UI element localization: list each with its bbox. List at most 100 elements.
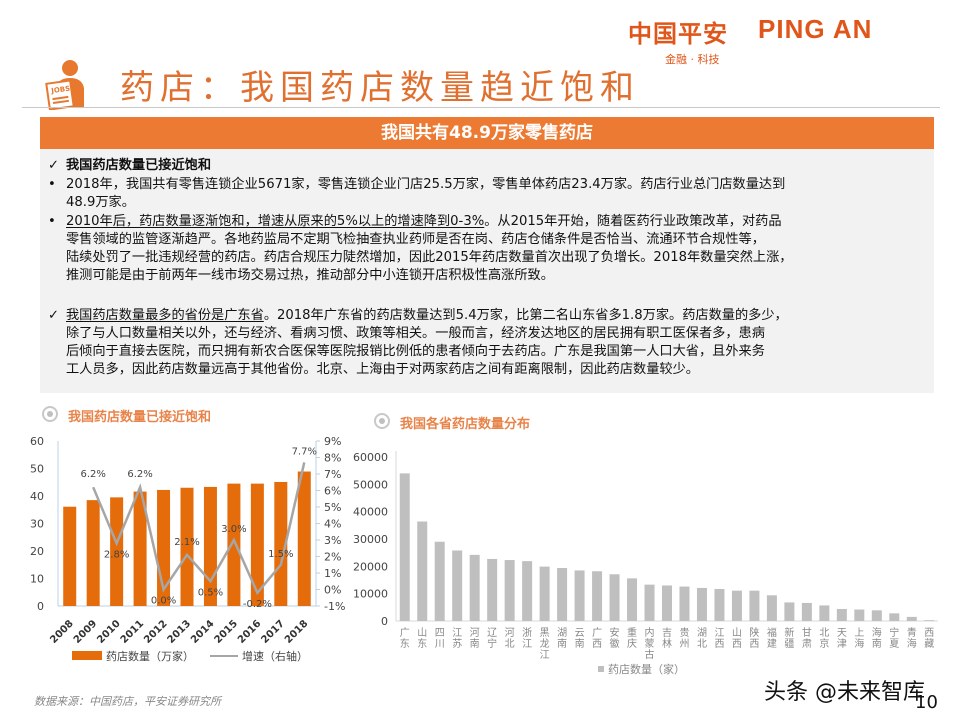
legend-line-label: 增速（右轴） xyxy=(242,649,308,663)
right-y-tick: 6% xyxy=(324,485,341,498)
bar xyxy=(731,590,742,621)
bar xyxy=(539,566,550,621)
growth-data-label: 3.0% xyxy=(221,524,246,535)
bar xyxy=(504,560,515,621)
bar xyxy=(836,608,847,621)
x-tick: 福 xyxy=(767,626,777,639)
bar xyxy=(86,500,100,606)
growth-data-label: -0.2% xyxy=(243,599,272,610)
x-tick: 贵 xyxy=(679,626,689,639)
text-line: 后倾向于直接去医院，而只拥有新农合医保等医院报销比例低的患者倾向于去药店。广东是… xyxy=(48,343,765,361)
bar xyxy=(592,571,603,621)
x-tick: 林 xyxy=(662,637,672,650)
growth-data-label: 7.7% xyxy=(292,446,317,457)
right-y-tick: -1% xyxy=(324,600,345,613)
x-tick: 2011 xyxy=(119,618,146,645)
right-y-tick: 8% xyxy=(324,452,341,465)
bar xyxy=(819,605,830,621)
x-tick: 辽 xyxy=(487,627,497,639)
x-tick: 西 xyxy=(732,639,742,650)
bar xyxy=(906,616,917,621)
line-text: 。从2015年开始，随着医药行业政策改革，对药品 xyxy=(484,214,782,229)
left-y-tick: 40 xyxy=(30,490,44,503)
legend-bar-label: 药店数量（万家） xyxy=(106,649,194,663)
logo-english: PING AN xyxy=(758,14,873,44)
summary-banner: 我国共有48.9万家零售药店 xyxy=(40,117,934,149)
x-tick: 甘 xyxy=(802,626,812,639)
x-tick: 蒙 xyxy=(645,637,655,650)
x-tick: 北 xyxy=(697,638,707,650)
text-line: 陆续处罚了一批违规经营的药店。药店合规压力陡然增加，因此2015年药店数量首次出… xyxy=(48,249,793,267)
bar xyxy=(399,473,410,621)
left-y-tick: 10 xyxy=(30,573,44,586)
page-number: 10 xyxy=(915,692,938,713)
x-tick: 四 xyxy=(435,628,445,639)
line-text: 推测可能是由于前两年一线市场交易过热，推动部分中小连锁开店积极性高涨所致。 xyxy=(66,268,554,283)
x-tick: 古 xyxy=(645,648,655,661)
x-tick: 2010 xyxy=(95,618,122,645)
y-tick: 30000 xyxy=(353,533,388,546)
x-tick: 北 xyxy=(819,627,829,639)
x-tick: 京 xyxy=(819,637,829,650)
y-tick: 0 xyxy=(381,615,388,628)
bar xyxy=(871,610,882,621)
bar xyxy=(63,506,77,606)
logo-tagline: 金融 · 科技 xyxy=(665,53,720,66)
right-y-tick: 9% xyxy=(324,435,341,448)
x-tick: 南 xyxy=(557,637,567,650)
checkmark-icon: ✓ xyxy=(48,308,60,323)
bar xyxy=(854,609,865,621)
x-tick: 庆 xyxy=(627,637,637,650)
bar xyxy=(714,589,725,621)
bar xyxy=(227,483,241,606)
x-tick: 州 xyxy=(679,638,689,650)
x-tick: 2014 xyxy=(189,618,216,645)
growth-data-label: 0.5% xyxy=(198,587,223,598)
growth-data-label: 0.0% xyxy=(151,596,176,607)
bar xyxy=(557,567,568,621)
x-tick: 重 xyxy=(627,626,637,639)
y-tick: 10000 xyxy=(353,588,388,601)
right-y-tick: 1% xyxy=(324,567,341,580)
line-text: 工人员多，因此药店数量远高于其他省份。北京、上海由于对两家药店之间有距离限制，因… xyxy=(66,362,699,377)
bar xyxy=(297,471,311,606)
chart-bullet-icon xyxy=(374,413,390,429)
bar xyxy=(766,595,777,621)
y-tick: 20000 xyxy=(353,560,388,573)
line-text: 后倾向于直接去医院，而只拥有新农合医保等医院报销比例低的患者倾向于去药店。广东是… xyxy=(66,344,765,359)
y-tick: 60000 xyxy=(353,451,388,464)
x-tick: 徽 xyxy=(610,637,620,650)
bar xyxy=(609,574,620,621)
text-line: • 2018年，我国共有零售连锁企业5671家，零售连锁企业门店25.5万家，零售… xyxy=(48,176,785,194)
y-tick: 50000 xyxy=(353,478,388,491)
left-y-tick: 30 xyxy=(30,518,44,531)
x-tick: 2016 xyxy=(236,618,263,645)
x-tick: 湖 xyxy=(557,627,567,639)
bar xyxy=(749,590,760,621)
text-line: 除了与人口数量相关以外，还与经济、看病习惯、政策等相关。一般而言，经济发达地区的… xyxy=(48,325,765,343)
x-tick: 2008 xyxy=(48,618,75,645)
x-tick: 2009 xyxy=(72,618,99,645)
watermark: 头条 @未来智库 xyxy=(764,680,925,705)
right-y-tick: 4% xyxy=(324,518,341,531)
bullet-icon: • xyxy=(48,214,56,229)
pharmacy-count-growth-chart: 0 10 20 30 40 50 60 -1% 0% 1% 2% 3% 4% 5% 6% 7% 8% 9% 2008… xyxy=(30,435,345,663)
bar xyxy=(889,613,900,621)
line-text: 陆续处罚了一批违规经营的药店。药店合规压力陡然增加，因此2015年药店数量首次出… xyxy=(66,250,793,265)
bar xyxy=(627,578,638,621)
right-y-tick: 3% xyxy=(324,534,341,547)
x-tick: 南 xyxy=(575,637,585,650)
jobs-person-icon: JOBS xyxy=(45,60,84,110)
line-text: 2018年，我国共有零售连锁企业5671家，零售连锁企业门店25.5万家，零售单… xyxy=(66,177,786,192)
checkmark-icon: ✓ xyxy=(48,158,60,173)
x-tick: 海 xyxy=(872,626,882,639)
x-tick: 青 xyxy=(907,626,917,639)
x-tick: 上 xyxy=(854,627,864,639)
growth-data-label: 2.8% xyxy=(104,549,129,560)
x-tick: 南 xyxy=(470,637,480,650)
x-tick: 广 xyxy=(400,627,410,639)
x-tick: 江 xyxy=(452,627,462,639)
bar xyxy=(274,481,288,606)
bar xyxy=(522,561,533,621)
bar xyxy=(679,586,690,621)
